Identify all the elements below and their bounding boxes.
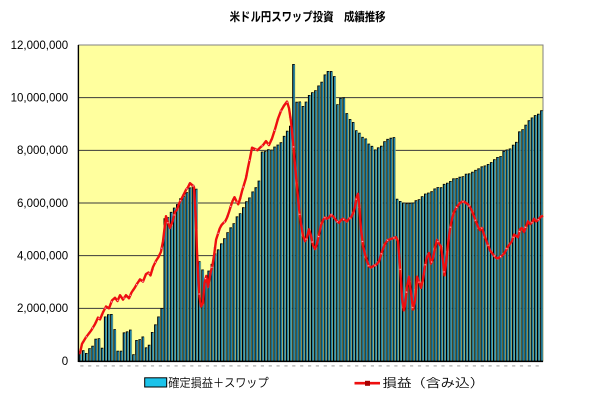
svg-text:12,000,000: 12,000,000 <box>11 40 69 52</box>
svg-text:0: 0 <box>62 356 68 368</box>
svg-text:4,000,000: 4,000,000 <box>17 251 68 263</box>
svg-text:2,000,000: 2,000,000 <box>17 303 68 315</box>
svg-text:10,000,000: 10,000,000 <box>11 93 69 105</box>
svg-text:8,000,000: 8,000,000 <box>17 145 68 157</box>
svg-text:6,000,000: 6,000,000 <box>17 198 68 210</box>
